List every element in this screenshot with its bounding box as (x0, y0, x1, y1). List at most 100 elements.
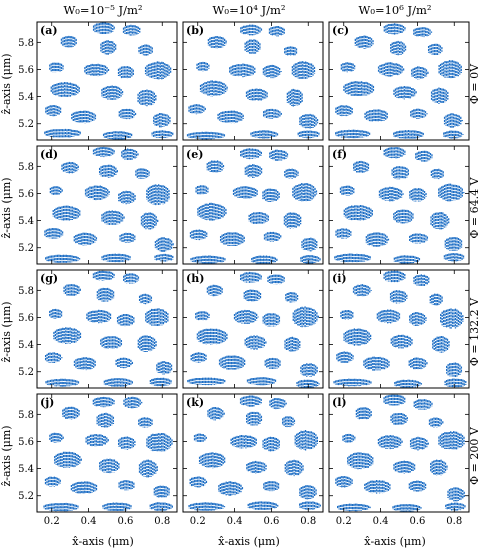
domain-7 (85, 434, 109, 447)
panel-i: (i) (328, 269, 470, 389)
x-tick-label: 0.2 (336, 516, 352, 527)
domain-12 (138, 459, 158, 478)
domain-2 (269, 149, 289, 162)
domain-9 (146, 432, 173, 452)
panel-c: (c) (328, 21, 470, 141)
panel-h: (h) (182, 269, 324, 389)
domain-7 (84, 185, 110, 201)
domain-6 (49, 308, 63, 319)
column-title-3: W₀=10⁶ J/m² (359, 3, 432, 17)
domain-field (187, 271, 320, 388)
x-axis-label-2: x̂-axis (μm) (218, 535, 280, 548)
domain-7 (377, 435, 403, 450)
domain-5 (284, 168, 299, 179)
domain-6 (49, 62, 64, 73)
domain-13 (188, 104, 206, 115)
domain-9 (294, 430, 319, 451)
domain-11 (393, 209, 414, 224)
panel-frame (36, 21, 178, 141)
domain-9 (438, 60, 462, 79)
domain-7 (230, 434, 257, 449)
domain-8 (409, 436, 429, 451)
domain-4 (96, 412, 115, 428)
domain-14 (73, 232, 98, 246)
domain-18 (393, 255, 421, 264)
x-axis-label-1: x̂-axis (μm) (72, 535, 134, 548)
domain-13 (336, 351, 354, 364)
column-title-2: W₀=10⁴ J/m² (213, 3, 286, 17)
domain-4 (100, 40, 117, 55)
panel-g: 5.2 5.4 5.6 5.8 (g) (18, 269, 178, 389)
domain-2 (123, 273, 140, 284)
y-tick-label: 5.2 (18, 367, 34, 378)
domain-11 (101, 85, 124, 101)
domain-19 (149, 377, 172, 387)
domain-15 (118, 108, 137, 120)
domain-1 (240, 24, 263, 36)
domain-2 (267, 274, 285, 285)
domain-19 (444, 378, 467, 388)
domain-18 (394, 379, 423, 388)
domain-11 (100, 336, 123, 350)
domain-18 (246, 377, 277, 386)
domain-4 (98, 164, 118, 178)
domain-7 (229, 63, 256, 78)
domain-11 (244, 335, 267, 350)
domain-18 (247, 501, 279, 511)
domain-5 (429, 293, 443, 306)
domain-2 (269, 397, 287, 410)
panel-frame (182, 21, 324, 141)
panel-frame (36, 393, 178, 513)
domain-field (186, 24, 320, 140)
domain-11 (99, 458, 120, 474)
domain-19 (296, 379, 320, 388)
panel-j: 0.2 0.4 0.6 0.8 5.2 5.4 5.6 5.8 (j) (18, 393, 178, 527)
domain-8 (409, 311, 427, 327)
panel-a: 5.2 5.4 5.6 5.8 (a) (18, 21, 178, 141)
domain-5 (430, 168, 444, 180)
domain-3 (354, 35, 374, 49)
domain-9 (440, 308, 464, 329)
panel-label: (h) (186, 272, 204, 285)
domain-1 (239, 395, 262, 407)
panel-frame (182, 145, 324, 265)
domain-15 (409, 233, 429, 244)
domain-6 (49, 432, 64, 443)
panel-frame (328, 21, 470, 141)
domain-12 (283, 212, 302, 229)
panel-l: 0.2 0.4 0.6 0.8 (l) (328, 393, 470, 527)
domain-8 (409, 188, 427, 202)
y-tick-label: 5.8 (18, 286, 34, 297)
domain-1 (383, 394, 406, 406)
domain-14 (365, 232, 390, 247)
domain-17 (44, 128, 81, 138)
y-tick-label: 5.8 (18, 38, 34, 49)
panel-frame (328, 393, 470, 513)
domain-15 (410, 108, 428, 119)
panel-label: (l) (332, 396, 347, 409)
domain-7 (232, 186, 258, 199)
y-axis-label-1: ẑ-axis (μm) (0, 53, 13, 114)
domain-17 (45, 254, 81, 263)
column-title-1: W₀=10⁻⁵ J/m² (63, 3, 142, 17)
domain-2 (123, 396, 143, 409)
y-tick-label: 5.6 (18, 437, 34, 448)
domain-17 (43, 502, 79, 512)
domain-6 (195, 311, 210, 321)
domain-8 (411, 66, 429, 80)
domain-19 (297, 130, 320, 139)
domain-14 (71, 110, 97, 124)
domain-2 (121, 148, 139, 161)
domain-16 (446, 362, 463, 377)
domain-8 (117, 66, 134, 79)
domain-field (333, 270, 467, 388)
panel-grid: 5.2 5.4 5.6 5.8 (a) (b) (c) 5.2 5.4 5.6 5.8 (d) (e) (… (18, 21, 470, 527)
domain-5 (138, 44, 153, 56)
x-tick-label: 0.4 (227, 516, 243, 527)
domain-1 (240, 148, 263, 160)
domain-1 (383, 270, 406, 283)
domain-3 (207, 406, 225, 421)
domain-18 (392, 504, 422, 512)
domain-1 (239, 271, 262, 283)
